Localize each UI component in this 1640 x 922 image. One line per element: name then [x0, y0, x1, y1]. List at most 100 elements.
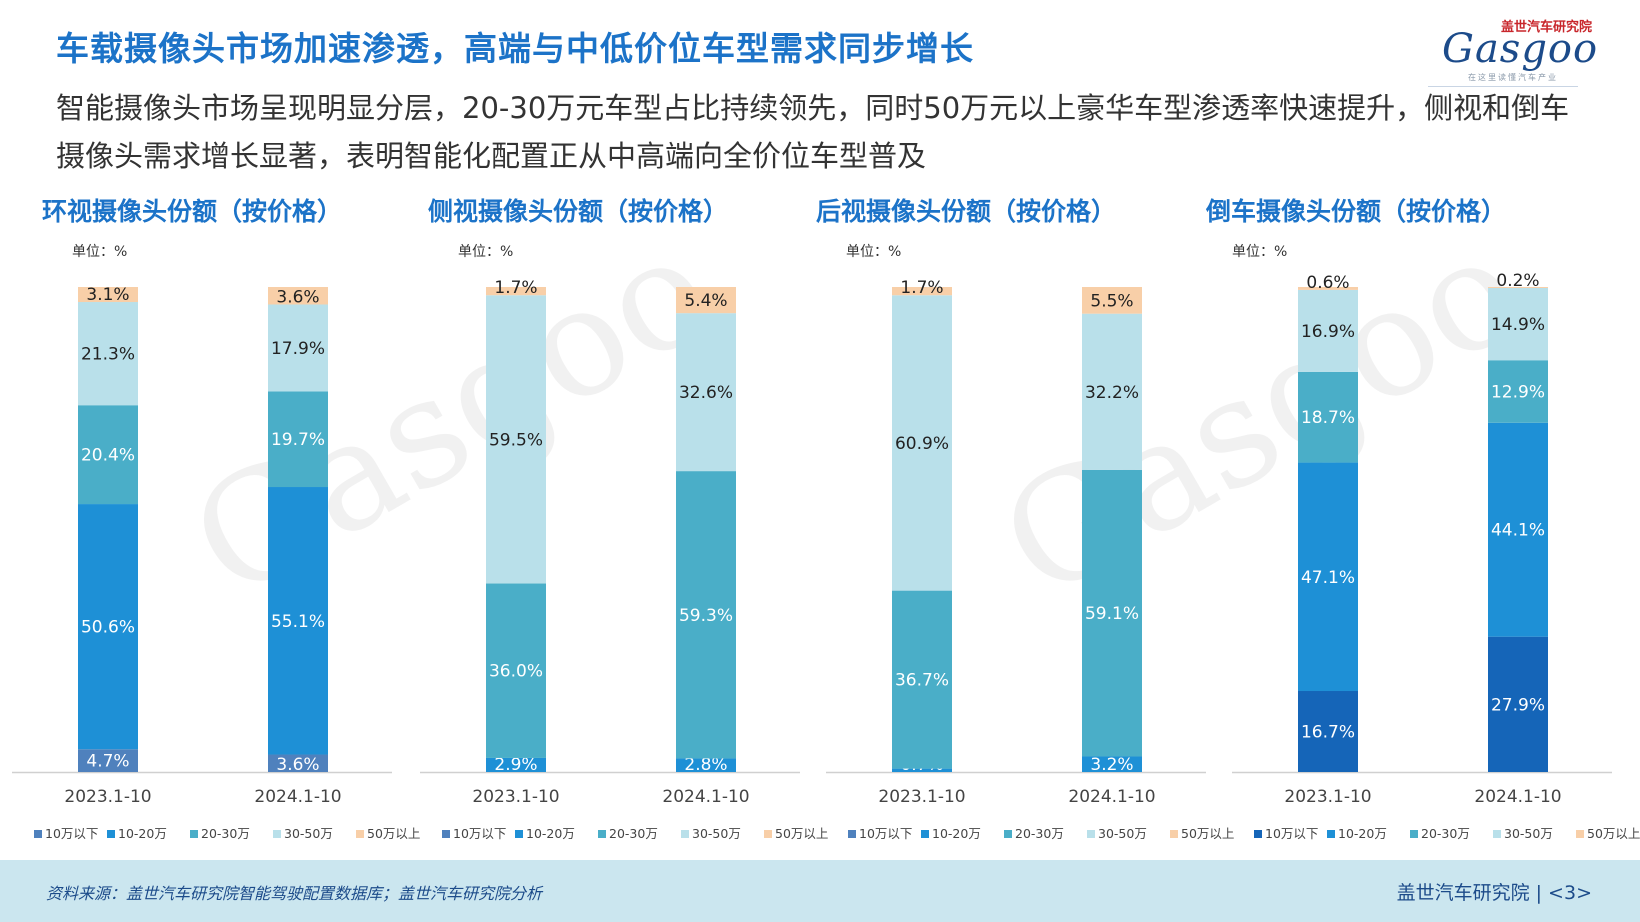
bar-segment: [78, 749, 138, 772]
bar-segment: [892, 287, 952, 296]
unit-label-4: 单位：%: [1232, 244, 1288, 260]
legend-label: 10万以下: [45, 826, 98, 841]
chart-title-side: 侧视摄像头份额（按价格）: [428, 197, 729, 226]
legend-label: 50万以上: [367, 826, 420, 841]
bar-segment: [1488, 636, 1548, 772]
data-label: 16.7%: [1301, 723, 1355, 743]
bar-segment: [676, 313, 736, 472]
page-subtitle: 智能摄像头市场呈现明显分层，20-30万元车型占比持续领先，同时50万元以上豪华…: [56, 91, 1570, 173]
bar-segment: [1298, 287, 1358, 290]
legend-label: 20-30万: [1421, 826, 1470, 841]
data-label: 50.6%: [81, 618, 135, 638]
legend-swatch: [356, 830, 364, 838]
legend-swatch: [598, 830, 606, 838]
legend-swatch: [515, 830, 523, 838]
legend-label: 10万以下: [859, 826, 912, 841]
legend-swatch: [1327, 830, 1335, 838]
legend-swatch: [190, 830, 198, 838]
legend-label: 10万以下: [1265, 826, 1318, 841]
legend-swatch: [1254, 830, 1262, 838]
data-label: 55.1%: [271, 612, 325, 632]
legend-label: 50万以上: [775, 826, 828, 841]
data-label: 17.9%: [271, 339, 325, 359]
footer-brand: 盖世汽车研究院 | <3>: [1396, 882, 1592, 904]
bar-segment: [892, 768, 952, 772]
data-label: 36.0%: [489, 662, 543, 682]
bar-segment: [268, 754, 328, 772]
chart-title-rear: 后视摄像头份额（按价格）: [816, 197, 1117, 226]
data-label: 14.9%: [1491, 315, 1545, 335]
unit-label-1: 单位：%: [72, 244, 128, 260]
legend-label: 30-50万: [284, 826, 333, 841]
footer-source: 资料来源：盖世汽车研究院智能驾驶配置数据库；盖世汽车研究院分析: [46, 884, 543, 903]
legend-label: 30-50万: [1504, 826, 1553, 841]
legend-swatch: [1493, 830, 1501, 838]
data-label: 2.8%: [684, 755, 727, 775]
footer-bar: 资料来源：盖世汽车研究院智能驾驶配置数据库；盖世汽车研究院分析 盖世汽车研究院 …: [0, 860, 1640, 922]
bar-segment: [268, 391, 328, 488]
bar-segment: [676, 287, 736, 314]
unit-label-2: 单位：%: [458, 244, 514, 260]
category-tick-label: 2023.1-10: [472, 787, 559, 807]
bar-segment: [78, 405, 138, 505]
bar-segment: [676, 471, 736, 759]
bar-segment: [78, 287, 138, 303]
bar-segment: [892, 590, 952, 769]
data-label: 0.2%: [1496, 271, 1539, 291]
bar-segment: [1488, 287, 1548, 361]
data-label: 1.7%: [494, 278, 537, 298]
legend-label: 20-30万: [201, 826, 250, 841]
data-label: 59.5%: [489, 430, 543, 450]
data-label: 4.7%: [86, 752, 129, 772]
legend-label: 50万以上: [1181, 826, 1234, 841]
data-label: 32.2%: [1085, 383, 1139, 403]
logo-cn-text: 盖世汽车研究院: [1500, 20, 1592, 35]
logo-tagline: 在这里读懂汽车产业: [1468, 73, 1558, 82]
data-label: 3.6%: [276, 755, 319, 775]
data-label: 21.3%: [81, 345, 135, 365]
bar-segment: [268, 487, 328, 755]
legend-label: 30-50万: [692, 826, 741, 841]
legend-swatch: [764, 830, 772, 838]
legend-swatch: [1004, 830, 1012, 838]
bar-segment: [892, 295, 952, 591]
bar-segment: [676, 758, 736, 772]
bar-segment: [1298, 289, 1358, 372]
bar-segment: [1082, 313, 1142, 470]
bar-segment: [486, 287, 546, 296]
legend-swatch: [442, 830, 450, 838]
bar-segment: [486, 295, 546, 584]
bar-segment: [1082, 469, 1142, 757]
data-label: 36.7%: [895, 671, 949, 691]
charts-canvas: 4.7% 50.6% 20.4% 21.3% 3.1% 2023.1-10 3.6% 55.1…: [12, 271, 1640, 841]
bar-segment: [1298, 462, 1358, 692]
legend-swatch: [1410, 830, 1418, 838]
data-label: 47.1%: [1301, 568, 1355, 588]
data-label: 2.9%: [494, 755, 537, 775]
data-label: 19.7%: [271, 430, 325, 450]
legend-swatch: [1170, 830, 1178, 838]
logo-en-text: Gasgoo: [1442, 26, 1599, 72]
legend-swatch: [107, 830, 115, 838]
legend-swatch: [273, 830, 281, 838]
chart-title-reverse: 倒车摄像头份额（按价格）: [1206, 197, 1507, 226]
data-label: 44.1%: [1491, 521, 1545, 541]
legend-swatch: [921, 830, 929, 838]
data-label: 5.4%: [684, 291, 727, 311]
category-tick-label: 2023.1-10: [878, 787, 965, 807]
data-label: 12.9%: [1491, 383, 1545, 403]
bar-segment: [1082, 287, 1142, 314]
legend-label: 20-30万: [609, 826, 658, 841]
legend-swatch: [681, 830, 689, 838]
legend-swatch: [34, 830, 42, 838]
data-label: 59.3%: [679, 606, 733, 626]
data-label: 32.6%: [679, 383, 733, 403]
legend-label: 30-50万: [1098, 826, 1147, 841]
legend-swatch: [1576, 830, 1584, 838]
data-label: 60.9%: [895, 434, 949, 454]
data-label: 1.7%: [900, 278, 943, 298]
legend-swatch: [848, 830, 856, 838]
category-tick-label: 2023.1-10: [1284, 787, 1371, 807]
bar-segment: [1298, 371, 1358, 463]
data-label: 5.5%: [1090, 291, 1133, 311]
